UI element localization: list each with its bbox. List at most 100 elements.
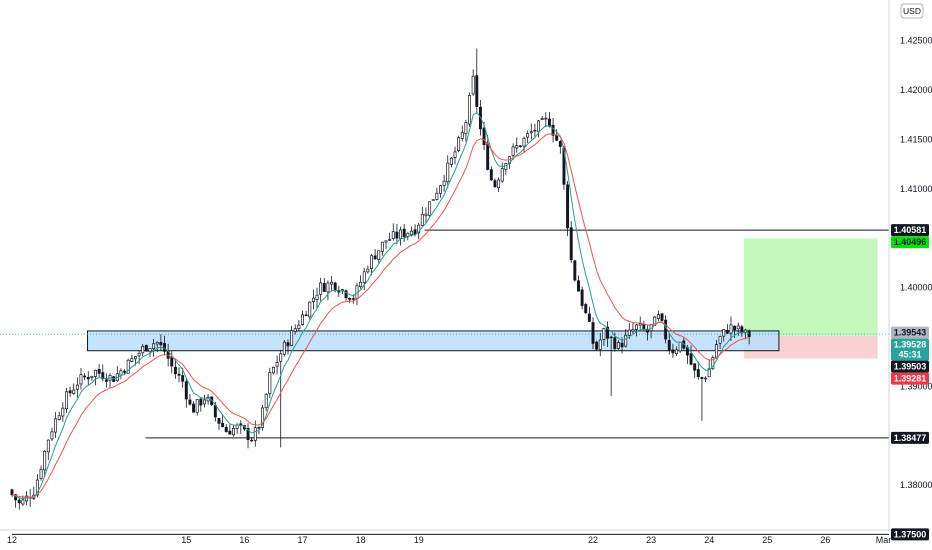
candle	[500, 162, 504, 183]
candle-body	[489, 169, 493, 181]
price-label-value: 1.40496	[894, 237, 927, 247]
time-tick-label: 15	[181, 535, 191, 545]
candle	[366, 265, 370, 274]
candle-body	[333, 282, 337, 290]
candle	[268, 367, 272, 399]
candle	[181, 367, 185, 388]
candle-body	[420, 213, 424, 226]
candle	[718, 335, 722, 349]
candle	[675, 346, 678, 356]
candle	[83, 373, 87, 381]
candle	[635, 324, 639, 337]
candle-body	[635, 324, 639, 330]
candle-body	[351, 298, 355, 300]
time-tick-label: 22	[588, 535, 598, 545]
candle	[148, 347, 152, 358]
candle-body	[315, 294, 319, 300]
price-tick-label: 1.38000	[900, 480, 932, 490]
candle-body	[696, 369, 700, 378]
candle-body	[297, 324, 301, 329]
candle-body	[500, 168, 504, 182]
candle-body	[424, 213, 428, 217]
candle	[224, 423, 228, 433]
candle-body	[101, 372, 105, 380]
candle	[315, 287, 319, 309]
candle	[348, 297, 352, 304]
candle-body	[384, 240, 388, 243]
candle-body	[181, 375, 185, 382]
candle	[188, 393, 192, 406]
candle-body	[439, 185, 442, 194]
candle	[457, 135, 461, 153]
price-label-box	[891, 431, 929, 444]
candle-body	[221, 422, 225, 427]
price-label-value: 1.39543	[894, 328, 927, 338]
candle-body	[624, 334, 628, 347]
currency-button-label: USD	[903, 6, 921, 16]
candle	[275, 355, 279, 375]
plot-area[interactable]	[0, 48, 889, 535]
candle	[144, 344, 148, 352]
candle	[689, 345, 693, 366]
position-profit-zone[interactable]	[744, 238, 878, 336]
candle	[417, 223, 421, 240]
time-tick-label: Mar	[876, 535, 892, 545]
candle-body	[17, 499, 21, 504]
candle	[232, 425, 235, 437]
candle	[246, 423, 250, 449]
candle-body	[409, 230, 413, 235]
candle-body	[460, 132, 464, 139]
time-tick-label: 26	[820, 535, 830, 545]
candle-body	[518, 145, 522, 147]
currency-button[interactable]: USD	[900, 3, 924, 19]
candle-body	[711, 357, 715, 370]
candle-body	[544, 117, 548, 120]
price-tick-label: 1.41500	[900, 134, 932, 144]
candle-body	[704, 377, 708, 380]
candle	[297, 320, 301, 331]
candle	[391, 223, 395, 241]
candle	[377, 250, 381, 264]
price-tick-label: 1.39000	[900, 381, 932, 391]
candle	[529, 123, 533, 140]
candle	[261, 404, 265, 431]
price-tick-label: 1.40000	[900, 283, 932, 293]
candle-body	[587, 313, 591, 322]
price-label-box	[891, 326, 929, 339]
candle	[192, 401, 196, 413]
price-label-value: 1.39281	[894, 374, 927, 384]
candle	[667, 333, 671, 355]
candle	[424, 207, 428, 224]
candle	[489, 166, 493, 182]
candle-body	[391, 231, 395, 239]
candle-body	[558, 140, 562, 147]
candle-body	[61, 407, 65, 417]
candle-body	[232, 428, 235, 436]
price-label-value: 1.39528	[894, 340, 927, 350]
candle	[537, 120, 541, 138]
candle-body	[449, 157, 453, 165]
candle	[616, 339, 620, 350]
candle-body	[141, 346, 145, 354]
candle-body	[526, 133, 530, 138]
candle	[61, 402, 65, 422]
candle-body	[72, 389, 76, 395]
price-label-box	[891, 360, 929, 373]
price-label-value: 1.37500	[894, 529, 927, 539]
candle	[217, 417, 221, 431]
candle-body	[64, 391, 68, 410]
candle-body	[395, 231, 399, 239]
candle-body	[584, 304, 588, 314]
candle	[221, 415, 225, 428]
candle-body	[362, 271, 366, 283]
candle-body	[359, 281, 363, 287]
candle	[86, 371, 90, 386]
candle	[322, 277, 326, 293]
candle	[54, 412, 58, 438]
candle	[711, 355, 715, 371]
candle	[591, 317, 595, 350]
candle-body	[566, 184, 570, 229]
candle	[279, 349, 283, 448]
price-label: 1.37500	[891, 528, 929, 541]
